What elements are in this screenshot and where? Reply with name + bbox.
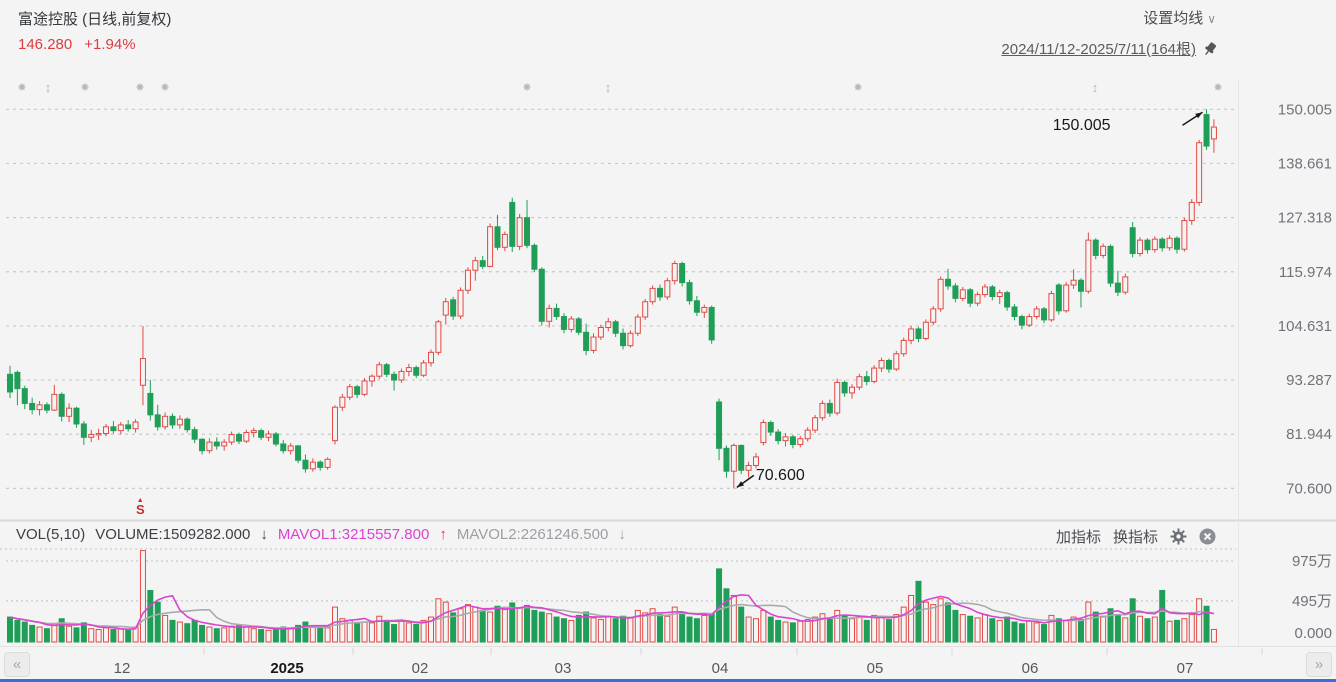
x-axis-label: 05	[866, 660, 884, 677]
scroll-right-button[interactable]: »	[1306, 652, 1332, 677]
split-event-marker[interactable]: ▲ S	[135, 497, 145, 517]
ma-settings-button[interactable]: 设置均线 ∨	[1143, 7, 1216, 28]
high-annotation: 150.005	[1052, 117, 1111, 135]
price-axis-label: 150.005	[1278, 101, 1332, 118]
price-axis-label: 104.631	[1278, 318, 1332, 335]
indicator-bar: VOL(5,10) VOLUME:1509282.000 ↓ MAVOL1:32…	[16, 526, 626, 543]
price-axis-label: 70.600	[1286, 480, 1332, 497]
price-axis-label: 81.944	[1286, 426, 1332, 443]
x-axis-label: 03	[554, 660, 572, 677]
indicator-buttons: 加指标 换指标	[1056, 526, 1216, 547]
x-axis-label: 07	[1176, 660, 1194, 677]
event-updown-icon[interactable]: ↕	[45, 80, 52, 95]
price-change: +1.94%	[84, 36, 136, 53]
mavol2-value: MAVOL2:2261246.500	[456, 526, 609, 543]
low-annotation: 70.600	[755, 467, 805, 485]
volume-axis-label: 975万	[1292, 553, 1332, 570]
volume-axis-label: 0.000	[1294, 625, 1332, 642]
switch-indicator-button[interactable]: 换指标	[1112, 529, 1158, 546]
event-star-icon[interactable]	[523, 83, 531, 91]
price-axis-label: 93.287	[1286, 372, 1332, 389]
x-axis-label: 12	[113, 660, 131, 677]
date-range-link[interactable]: 2024/11/12-2025/7/11(164根)	[1001, 41, 1196, 58]
price-axis-label: 127.318	[1278, 210, 1332, 227]
vol-params-label[interactable]: VOL(5,10)	[16, 526, 86, 543]
volume-direction-arrow-icon: ↓	[260, 526, 268, 543]
price-axis-label: 115.974	[1279, 264, 1332, 281]
stock-title: 富途控股 (日线,前复权)	[18, 11, 172, 28]
event-star-icon[interactable]	[1214, 83, 1222, 91]
x-axis-label: 02	[411, 660, 429, 677]
volume-value: VOLUME:1509282.000	[95, 526, 251, 543]
chevron-down-icon: ∨	[1207, 12, 1216, 26]
mavol1-direction-arrow-icon: ↑	[439, 526, 447, 543]
pushpin-icon[interactable]	[1202, 41, 1218, 57]
up-triangle-icon: ▲	[136, 497, 144, 504]
ma-settings-label: 设置均线	[1143, 10, 1204, 27]
scroll-left-button[interactable]: «	[4, 652, 30, 677]
last-price: 146.280	[18, 36, 73, 53]
volume-axis-label: 495万	[1292, 593, 1332, 610]
event-star-icon[interactable]	[136, 83, 144, 91]
event-star-icon[interactable]	[161, 83, 169, 91]
event-updown-icon[interactable]: ↕	[1092, 80, 1099, 95]
price-axis-label: 138.661	[1278, 155, 1332, 172]
event-star-icon[interactable]	[854, 83, 862, 91]
mavol1-value: MAVOL1:3215557.800	[277, 526, 430, 543]
quote-row: 146.280 +1.94%	[18, 36, 136, 53]
x-axis-label: 06	[1021, 660, 1039, 677]
mavol2-direction-arrow-icon: ↓	[618, 526, 626, 543]
add-indicator-button[interactable]: 加指标	[1055, 529, 1101, 546]
event-star-icon[interactable]	[81, 83, 89, 91]
date-range-row: 2024/11/12-2025/7/11(164根)	[1001, 38, 1218, 59]
close-indicator-icon[interactable]	[1199, 528, 1216, 545]
bottom-accent-bar	[0, 679, 1336, 682]
event-updown-icon[interactable]: ↕	[605, 80, 612, 95]
x-axis-label: 04	[711, 660, 729, 677]
event-star-icon[interactable]	[18, 83, 26, 91]
x-axis-label: 2025	[270, 660, 304, 677]
gear-icon[interactable]	[1170, 528, 1187, 545]
